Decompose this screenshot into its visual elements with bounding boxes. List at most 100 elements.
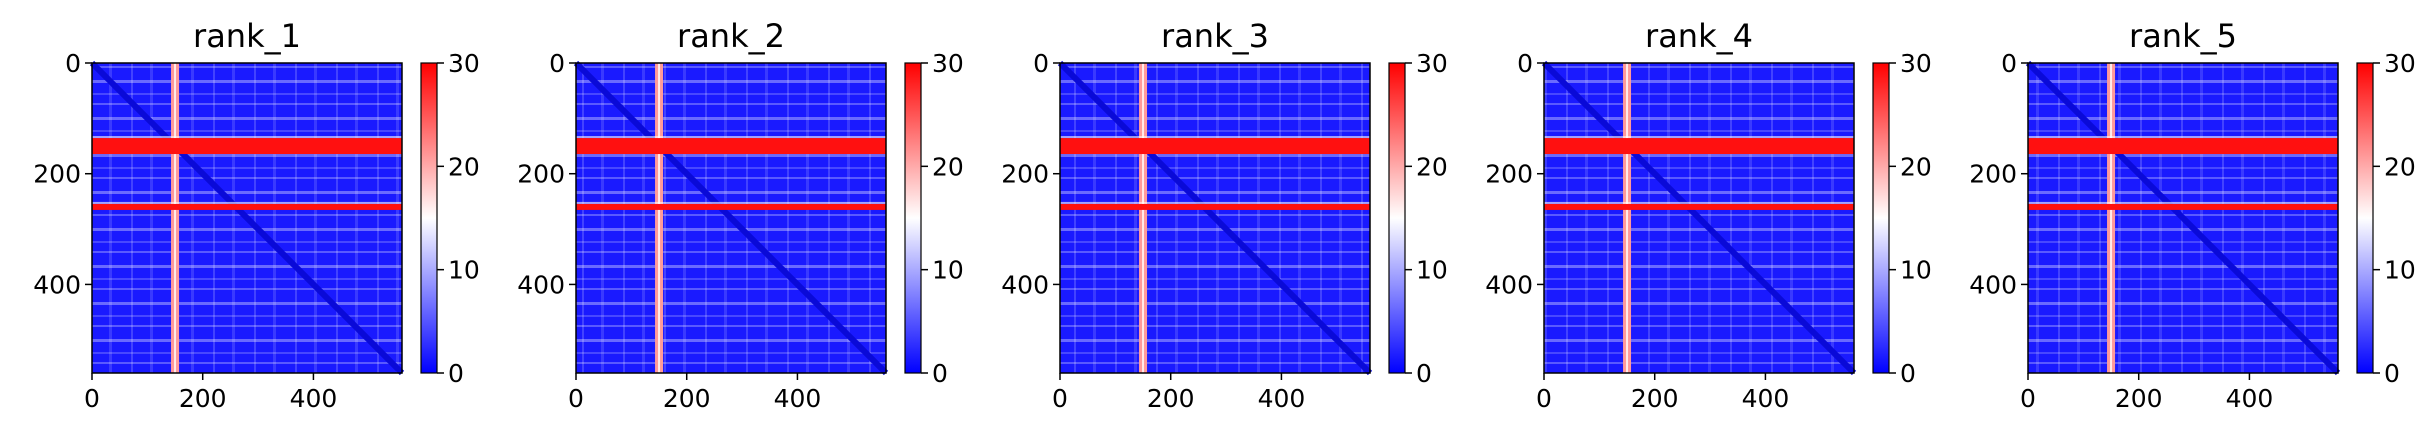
colorbar-tick-label: 30 <box>1416 49 1448 78</box>
plot-frame <box>1059 62 1371 374</box>
bright-row-edge-2 <box>92 201 402 204</box>
bright-column-core-1 <box>1626 63 1629 373</box>
bright-row-edge-2 <box>2028 201 2338 204</box>
x-tick-label: 0 <box>1536 384 1552 413</box>
colorbar-tick-label: 0 <box>932 359 948 388</box>
bright-row-2 <box>1544 203 1854 210</box>
y-tick-label: 0 <box>65 49 81 78</box>
panel-title: rank_5 <box>2129 17 2237 55</box>
y-tick-label: 200 <box>517 160 565 189</box>
y-tick-label: 400 <box>1001 270 1049 299</box>
bright-row-1 <box>1544 138 1854 155</box>
x-tick-label: 400 <box>1742 384 1790 413</box>
x-tick-label: 0 <box>1052 384 1068 413</box>
bright-row-2 <box>92 203 402 210</box>
y-tick-label: 400 <box>1485 270 1533 299</box>
bright-row-edge-1 <box>1060 136 1370 139</box>
plot-frame <box>1543 62 1855 374</box>
heatmap-diagonal <box>1541 60 1857 376</box>
plot-frame <box>91 62 403 374</box>
colorbar <box>2356 62 2374 374</box>
panel-title: rank_3 <box>1161 17 1269 55</box>
colorbar-tick-label: 10 <box>932 256 964 285</box>
colorbar-tick-label: 10 <box>448 256 480 285</box>
panel-title: rank_4 <box>1645 17 1753 55</box>
y-tick-label: 200 <box>1969 160 2017 189</box>
heatmap-panel-5: rank_5 0 200 400 0 200 400 0 10 20 30 <box>1969 17 2416 413</box>
colorbar-tick-label: 30 <box>448 49 480 78</box>
y-tick-label: 400 <box>1969 270 2017 299</box>
bright-row-edge-1 <box>1544 136 1854 139</box>
bright-column-core-1 <box>658 63 661 373</box>
heatmap-panel-2: rank_2 0 200 400 0 200 400 0 10 20 30 <box>517 17 964 413</box>
x-tick-label: 0 <box>84 384 100 413</box>
heatmap-diagonal <box>89 60 405 376</box>
bright-column-core-1 <box>174 63 177 373</box>
panel-title: rank_2 <box>677 17 785 55</box>
colorbar-tick-label: 10 <box>1900 256 1932 285</box>
colorbar-tick-label: 30 <box>1900 49 1932 78</box>
bright-row-edge-2 <box>1060 201 1370 204</box>
bright-row-edge-2 <box>576 201 886 204</box>
y-tick-label: 400 <box>33 270 81 299</box>
bright-row-edge-1 <box>576 136 886 139</box>
heatmap-diagonal <box>1057 60 1373 376</box>
plot-frame <box>2027 62 2339 374</box>
bright-row-edge-1 <box>92 136 402 139</box>
y-tick-label: 0 <box>2001 49 2017 78</box>
heatmap-diagonal <box>2025 60 2341 376</box>
colorbar-tick-label: 20 <box>1900 152 1932 181</box>
y-tick-label: 200 <box>1485 160 1533 189</box>
y-tick-label: 200 <box>33 160 81 189</box>
heatmap-panel-1: rank_1 0 200 400 0 200 400 0 10 20 30 <box>33 17 480 413</box>
x-tick-label: 200 <box>1631 384 1679 413</box>
colorbar-tick-label: 0 <box>1416 359 1432 388</box>
colorbar-tick-label: 0 <box>448 359 464 388</box>
colorbar <box>904 62 922 374</box>
y-tick-label: 0 <box>1517 49 1533 78</box>
heatmap-diagonal <box>573 60 889 376</box>
x-tick-label: 200 <box>1147 384 1195 413</box>
bright-row-edge-2 <box>1544 201 1854 204</box>
y-tick-label: 0 <box>549 49 565 78</box>
colorbar-tick-label: 30 <box>932 49 964 78</box>
bright-row-1 <box>576 138 886 155</box>
x-tick-label: 200 <box>179 384 227 413</box>
y-tick-label: 0 <box>1033 49 1049 78</box>
x-tick-label: 200 <box>663 384 711 413</box>
bright-row-edge-1 <box>2028 136 2338 139</box>
colorbar <box>420 62 438 374</box>
colorbar-tick-label: 10 <box>1416 256 1448 285</box>
heatmap-panel-4: rank_4 0 200 400 0 200 400 0 10 20 30 <box>1485 17 1932 413</box>
colorbar <box>1872 62 1890 374</box>
bright-row-2 <box>1060 203 1370 210</box>
colorbar-tick-label: 20 <box>2384 152 2416 181</box>
x-tick-label: 400 <box>290 384 338 413</box>
colorbar-tick-label: 20 <box>448 152 480 181</box>
colorbar-tick-label: 10 <box>2384 256 2416 285</box>
x-tick-label: 400 <box>1258 384 1306 413</box>
x-tick-label: 0 <box>2020 384 2036 413</box>
bright-column-core-1 <box>1142 63 1145 373</box>
y-tick-label: 400 <box>517 270 565 299</box>
plot-frame <box>575 62 887 374</box>
bright-row-1 <box>1060 138 1370 155</box>
bright-row-1 <box>2028 138 2338 155</box>
heatmap-panel-3: rank_3 0 200 400 0 200 400 0 10 20 30 <box>1001 17 1448 413</box>
bright-row-1 <box>92 138 402 155</box>
colorbar-tick-label: 0 <box>2384 359 2400 388</box>
bright-column-core-1 <box>2110 63 2113 373</box>
colorbar-tick-label: 20 <box>1416 152 1448 181</box>
y-tick-label: 200 <box>1001 160 1049 189</box>
colorbar-tick-label: 30 <box>2384 49 2416 78</box>
panel-title: rank_1 <box>193 17 301 55</box>
x-tick-label: 200 <box>2115 384 2163 413</box>
x-tick-label: 0 <box>568 384 584 413</box>
colorbar <box>1388 62 1406 374</box>
x-tick-label: 400 <box>774 384 822 413</box>
bright-row-2 <box>2028 203 2338 210</box>
x-tick-label: 400 <box>2226 384 2274 413</box>
bright-row-2 <box>576 203 886 210</box>
colorbar-tick-label: 0 <box>1900 359 1916 388</box>
